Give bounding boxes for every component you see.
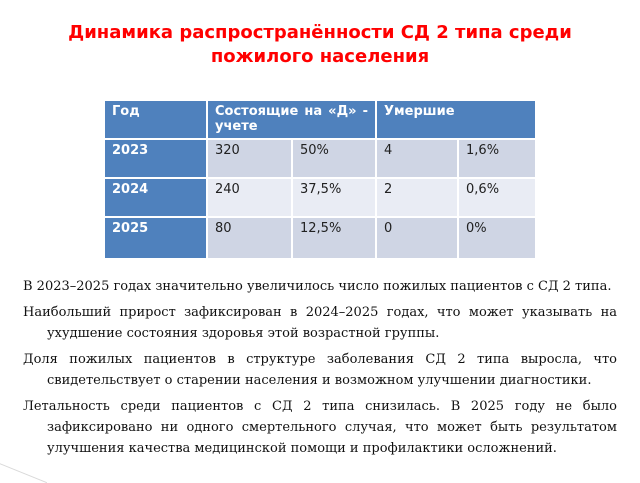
registered-pct-cell: 12,5% xyxy=(293,218,376,258)
deceased-cell: 0 xyxy=(377,218,458,258)
year-cell: 2024 xyxy=(105,179,206,216)
body-paragraph: В 2023–2025 годах значительно увеличилос… xyxy=(23,279,612,294)
deceased-cell: 4 xyxy=(377,140,458,177)
prevalence-table-container: Год Состоящие на «Д» - учете Умершие 202… xyxy=(103,99,537,260)
body-paragraph: Наибольший прирост зафиксирован в 2024–2… xyxy=(23,305,617,341)
table-header-deceased: Умершие xyxy=(377,101,536,138)
deceased-pct-cell: 0% xyxy=(459,218,536,258)
slide-title: Динамика распространённости СД 2 типа ср… xyxy=(68,22,572,67)
registered-pct-cell: 50% xyxy=(293,140,376,177)
table-header-registered: Состоящие на «Д» - учете xyxy=(208,101,376,138)
year-cell: 2025 xyxy=(105,218,206,258)
registered-pct-cell: 37,5% xyxy=(293,179,376,216)
body-paragraph: Летальность среди пациентов с СД 2 типа … xyxy=(23,399,617,456)
registered-cell: 240 xyxy=(208,179,291,216)
table-row: 2025 80 12,5% 0 0% xyxy=(105,218,536,258)
deceased-cell: 2 xyxy=(377,179,458,216)
year-cell: 2023 xyxy=(105,140,206,177)
deceased-pct-cell: 0,6% xyxy=(459,179,536,216)
table-header-year: Год xyxy=(105,101,206,138)
table-header-row: Год Состоящие на «Д» - учете Умершие xyxy=(105,101,536,138)
prevalence-table: Год Состоящие на «Д» - учете Умершие 202… xyxy=(103,99,537,260)
table-row: 2024 240 37,5% 2 0,6% xyxy=(105,179,536,216)
body-paragraph: Доля пожилых пациентов в структуре забол… xyxy=(23,352,617,388)
body-text: В 2023–2025 годах значительно увеличилос… xyxy=(23,276,617,464)
registered-cell: 80 xyxy=(208,218,291,258)
deceased-pct-cell: 1,6% xyxy=(459,140,536,177)
registered-cell: 320 xyxy=(208,140,291,177)
table-row: 2023 320 50% 4 1,6% xyxy=(105,140,536,177)
